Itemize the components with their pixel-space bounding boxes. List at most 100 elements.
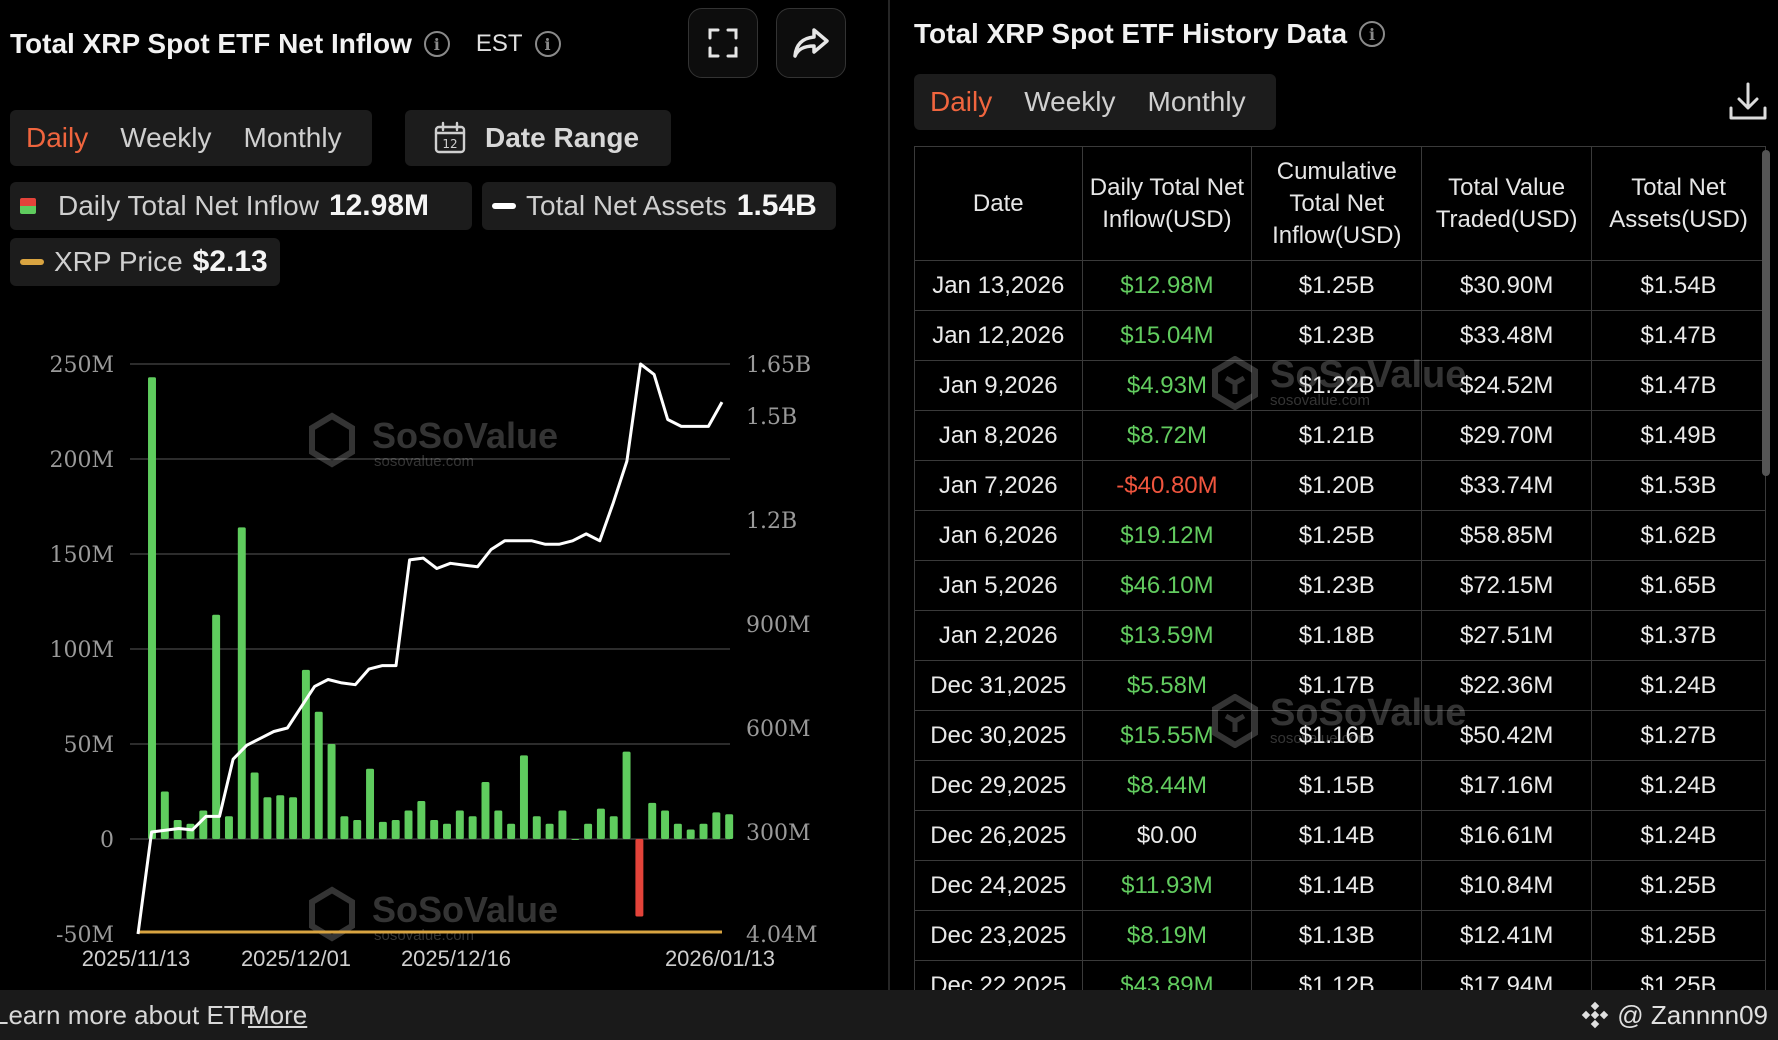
cell-date: Dec 23,2025 <box>914 910 1083 961</box>
inflow-bar[interactable] <box>327 744 336 839</box>
tab-monthly[interactable]: Monthly <box>243 122 342 153</box>
table-row[interactable]: Jan 8,2026 $8.72M $1.21B $29.70M $1.49B <box>914 410 1766 461</box>
inflow-bar[interactable] <box>725 814 734 839</box>
inflow-bar[interactable] <box>635 839 644 917</box>
col-value-traded[interactable]: Total Value Traded(USD) <box>1421 146 1593 261</box>
inflow-bar[interactable] <box>558 810 567 840</box>
inflow-bar[interactable] <box>340 816 349 839</box>
inflow-bar[interactable] <box>699 823 708 839</box>
table-row[interactable]: Dec 31,2025 $5.58M $1.17B $22.36M $1.24B <box>914 660 1766 711</box>
cell-value-traded: $17.94M <box>1421 960 1593 990</box>
inflow-bar[interactable] <box>417 801 426 839</box>
inflow-bar[interactable] <box>250 772 259 840</box>
table-row[interactable]: Dec 23,2025 $8.19M $1.13B $12.41M $1.25B <box>914 910 1766 961</box>
inflow-bar[interactable] <box>519 755 528 839</box>
inflow-bar[interactable] <box>186 823 195 839</box>
inflow-bar[interactable] <box>455 810 464 840</box>
timezone-info-icon[interactable]: i <box>534 31 561 57</box>
inflow-bar[interactable] <box>199 810 208 840</box>
inflow-bar[interactable] <box>532 816 541 839</box>
inflow-bar[interactable] <box>661 810 670 840</box>
left-axis-tick: 200M <box>49 448 114 473</box>
inflow-bar[interactable] <box>160 791 169 840</box>
inflow-bar[interactable] <box>301 669 310 839</box>
tab-weekly[interactable]: Weekly <box>120 122 212 153</box>
download-icon[interactable] <box>1728 80 1768 124</box>
x-axis-tick: 2025/12/01 <box>241 946 351 971</box>
inflow-bar[interactable] <box>391 820 400 839</box>
cell-daily-inflow: $43.89M <box>1081 960 1253 990</box>
inflow-bar[interactable] <box>545 823 554 839</box>
inflow-bar[interactable] <box>609 816 618 839</box>
inflow-bar[interactable] <box>237 527 246 839</box>
history-tab-daily[interactable]: Daily <box>930 86 993 117</box>
cell-net-assets: $1.25B <box>1591 960 1766 990</box>
cell-value-traded: $58.85M <box>1421 510 1593 561</box>
share-button[interactable] <box>776 8 846 78</box>
table-row[interactable]: Jan 9,2026 $4.93M $1.22B $24.52M $1.47B <box>914 360 1766 411</box>
cell-cumulative-inflow: $1.14B <box>1251 860 1423 911</box>
inflow-bar[interactable] <box>366 768 375 839</box>
table-row[interactable]: Dec 22,2025 $43.89M $1.12B $17.94M $1.25B <box>914 960 1766 990</box>
inflow-bar[interactable] <box>404 810 413 840</box>
col-net-assets[interactable]: Total Net Assets(USD) <box>1591 146 1766 261</box>
history-info-icon[interactable]: i <box>1359 21 1386 47</box>
inflow-bar[interactable] <box>148 377 156 839</box>
inflow-bar[interactable] <box>571 839 580 840</box>
table-row[interactable]: Jan 13,2026 $12.98M $1.25B $30.90M $1.54B <box>914 260 1766 311</box>
history-tab-weekly[interactable]: Weekly <box>1024 86 1116 117</box>
table-row[interactable]: Jan 7,2026 -$40.80M $1.20B $33.74M $1.53B <box>914 460 1766 511</box>
inflow-bar[interactable] <box>507 823 516 839</box>
inflow-bar[interactable] <box>430 820 439 839</box>
inflow-bar[interactable] <box>648 802 657 839</box>
inflow-bar[interactable] <box>276 795 285 839</box>
inflow-bar[interactable] <box>686 829 695 840</box>
cell-net-assets: $1.65B <box>1591 560 1766 611</box>
history-tab-monthly[interactable]: Monthly <box>1147 86 1246 117</box>
inflow-bar[interactable] <box>584 823 593 839</box>
legend-inflow-label: Daily Total Net Inflow <box>58 190 319 221</box>
table-row[interactable]: Jan 2,2026 $13.59M $1.18B $27.51M $1.37B <box>914 610 1766 661</box>
inflow-bar[interactable] <box>712 812 721 839</box>
inflow-bar[interactable] <box>481 782 490 839</box>
table-row[interactable]: Dec 30,2025 $15.55M $1.16B $50.42M $1.27B <box>914 710 1766 761</box>
table-row[interactable]: Jan 12,2026 $15.04M $1.23B $33.48M $1.47B <box>914 310 1766 361</box>
inflow-bar[interactable] <box>378 821 387 839</box>
date-range-button[interactable]: 12 Date Range <box>405 110 671 166</box>
inflow-chart[interactable]: SoSoValuesosovalue.comSoSoValuesosovalue… <box>0 330 888 990</box>
inflow-bar[interactable] <box>263 797 272 839</box>
table-row[interactable]: Jan 5,2026 $46.10M $1.23B $72.15M $1.65B <box>914 560 1766 611</box>
cell-value-traded: $72.15M <box>1421 560 1593 611</box>
inflow-bar[interactable] <box>494 810 503 840</box>
inflow-bar[interactable] <box>212 614 221 839</box>
table-row[interactable]: Dec 24,2025 $11.93M $1.14B $10.84M $1.25B <box>914 860 1766 911</box>
cell-date: Jan 8,2026 <box>914 410 1083 461</box>
table-scrollbar[interactable] <box>1762 150 1770 476</box>
more-link[interactable]: More <box>248 999 308 1030</box>
inflow-bar[interactable] <box>468 816 477 839</box>
fullscreen-button[interactable] <box>688 8 758 78</box>
inflow-bar[interactable] <box>224 816 233 839</box>
table-row[interactable]: Dec 26,2025 $0.00 $1.14B $16.61M $1.24B <box>914 810 1766 861</box>
col-date[interactable]: Date <box>914 146 1083 261</box>
table-row[interactable]: Dec 29,2025 $8.44M $1.15B $17.16M $1.24B <box>914 760 1766 811</box>
legend-inflow[interactable]: Daily Total Net Inflow 12.98M <box>10 182 472 230</box>
legend-price[interactable]: XRP Price $2.13 <box>10 238 280 286</box>
credit-handle: @ Zannnn09 <box>1617 999 1768 1030</box>
history-table-wrap[interactable]: Date Daily Total Net Inflow(USD) Cumulat… <box>890 0 1778 990</box>
table-row[interactable]: Jan 6,2026 $19.12M $1.25B $58.85M $1.62B <box>914 510 1766 561</box>
inflow-bar[interactable] <box>596 808 605 839</box>
inflow-bar[interactable] <box>314 711 323 839</box>
col-cumulative-inflow[interactable]: Cumulative Total Net Inflow(USD) <box>1251 146 1423 261</box>
tab-daily[interactable]: Daily <box>26 122 89 153</box>
watermark-logo-icon <box>309 886 355 942</box>
inflow-bar[interactable] <box>622 751 631 839</box>
inflow-bar[interactable] <box>289 797 298 839</box>
inflow-bar[interactable] <box>443 823 451 839</box>
col-daily-inflow[interactable]: Daily Total Net Inflow(USD) <box>1081 146 1253 261</box>
inflow-bar[interactable] <box>353 820 362 839</box>
info-icon[interactable]: i <box>423 31 450 57</box>
legend-assets[interactable]: Total Net Assets 1.54B <box>482 182 836 230</box>
inflow-bar[interactable] <box>673 823 682 839</box>
